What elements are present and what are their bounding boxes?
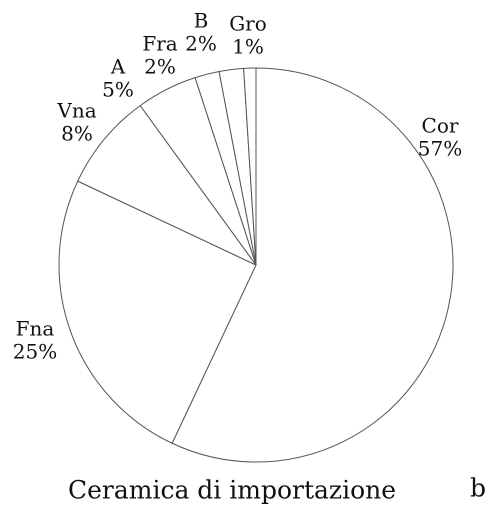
value-label: 25% [13,340,57,364]
value-label: 5% [102,78,134,102]
slice-label: Cor [422,114,459,138]
slice-label: Fna [16,317,55,341]
slice-label: A [110,55,126,79]
slice [243,67,257,266]
slice-label: Vna [56,99,96,123]
value-label: 8% [61,122,93,146]
value-label: 2% [144,55,176,79]
value-label: 57% [418,137,462,161]
slice-label: B [194,9,209,33]
chart-title: Ceramica di importazione [68,476,396,505]
value-label: 2% [185,32,217,56]
slice-label: Gro [229,12,267,36]
slice-label: Fra [142,32,177,56]
panel-label: b [470,474,486,503]
slice [77,104,257,266]
slice [171,67,454,463]
value-label: 1% [232,35,264,59]
slice [58,180,257,444]
